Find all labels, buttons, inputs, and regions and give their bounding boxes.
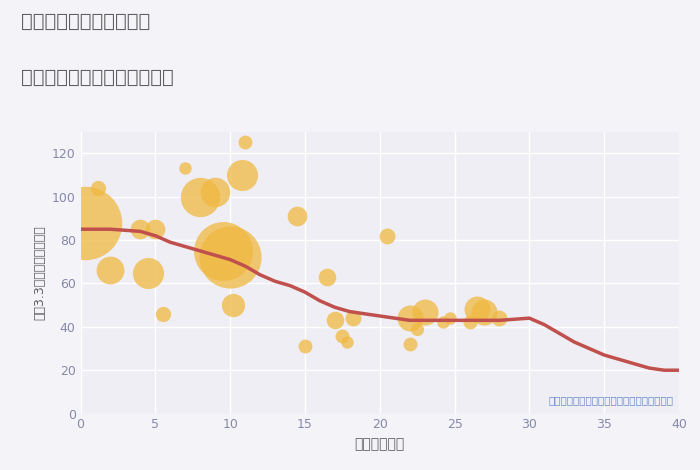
Point bbox=[105, 266, 116, 274]
Point bbox=[300, 343, 311, 350]
Point bbox=[217, 247, 228, 255]
Point bbox=[382, 232, 393, 240]
Point bbox=[341, 338, 352, 346]
Point bbox=[142, 269, 153, 276]
Point bbox=[239, 139, 251, 146]
Text: 円の大きさは、取引のあった物件面積を示す: 円の大きさは、取引のあった物件面積を示す bbox=[548, 395, 673, 405]
Point bbox=[292, 212, 303, 220]
Point bbox=[404, 314, 415, 322]
Point bbox=[180, 164, 191, 172]
Point bbox=[471, 306, 482, 313]
Point bbox=[93, 184, 104, 192]
Point bbox=[444, 314, 456, 322]
Point bbox=[209, 188, 220, 196]
Point bbox=[79, 219, 90, 227]
Point bbox=[479, 308, 490, 315]
Point bbox=[134, 226, 146, 233]
X-axis label: 築年数（年）: 築年数（年） bbox=[355, 437, 405, 451]
Point bbox=[228, 301, 239, 309]
Text: 築年数別中古マンション価格: 築年数別中古マンション価格 bbox=[21, 68, 174, 87]
Point bbox=[494, 314, 505, 322]
Point bbox=[329, 317, 340, 324]
Point bbox=[337, 332, 348, 339]
Point bbox=[195, 193, 206, 200]
Point bbox=[437, 319, 448, 326]
Point bbox=[412, 325, 423, 333]
Point bbox=[158, 310, 169, 318]
Point bbox=[237, 171, 248, 179]
Point bbox=[419, 308, 430, 315]
Point bbox=[150, 226, 161, 233]
Text: 三重県伊賀市上野相生町: 三重県伊賀市上野相生町 bbox=[21, 12, 150, 31]
Y-axis label: 坪（3.3㎡）単価（万円）: 坪（3.3㎡）単価（万円） bbox=[33, 225, 46, 320]
Point bbox=[404, 340, 415, 348]
Point bbox=[322, 273, 333, 281]
Point bbox=[347, 314, 358, 322]
Point bbox=[464, 319, 475, 326]
Point bbox=[225, 254, 236, 261]
